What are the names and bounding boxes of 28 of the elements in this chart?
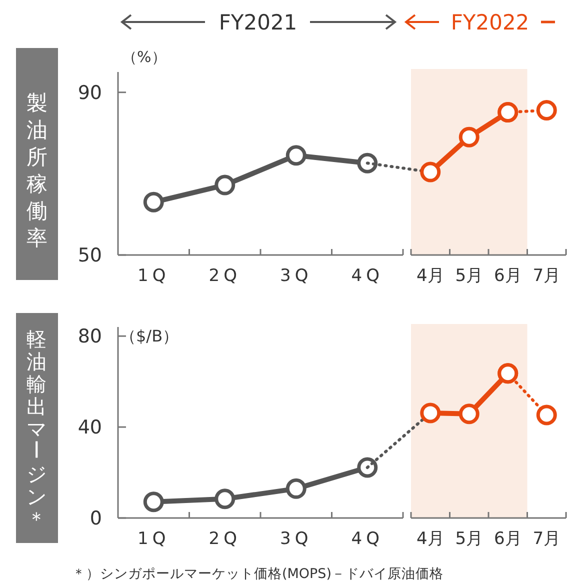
x-tick-label: 3Q (280, 529, 312, 549)
x-tick-label: 2Q (208, 266, 241, 286)
text: （%） (122, 48, 166, 66)
annotation: （$/B） (120, 326, 179, 346)
x-tick-label: 4Q (351, 266, 384, 286)
x-tick-label: 7月 (532, 529, 561, 549)
text: 軽油輸出マージン＊ (24, 327, 48, 531)
x-tick-label: 4月 (416, 266, 444, 286)
x-tick-label: 2Q (208, 529, 241, 549)
y-tick-label: 0 (90, 508, 102, 530)
y-axis-title: 製油所稼働率 (26, 91, 48, 250)
x-tick-label: 3Q (280, 266, 312, 286)
text: FY2022 (450, 10, 530, 34)
x-tick-label: 5月 (455, 266, 484, 286)
text: ＊）シンガポールマーケット価格(MOPS)－ドバイ原油価格 (72, 566, 444, 582)
x-tick-label: 6月 (494, 266, 522, 286)
y-tick-label: 40 (78, 416, 102, 439)
x-tick-label: 1Q (138, 266, 170, 286)
x-tick-label: 4Q (351, 529, 384, 549)
y-tick-label: 80 (78, 326, 102, 348)
x-tick-label: 1Q (138, 529, 170, 549)
y-tick-label: 90 (78, 82, 102, 104)
text: FY2021 (218, 10, 298, 34)
x-tick-label: 4月 (416, 529, 444, 549)
x-tick-label: 5月 (455, 529, 484, 549)
x-tick-label: 7月 (532, 266, 561, 286)
y-tick-label: 50 (78, 244, 102, 267)
x-tick-label: 6月 (494, 529, 522, 549)
